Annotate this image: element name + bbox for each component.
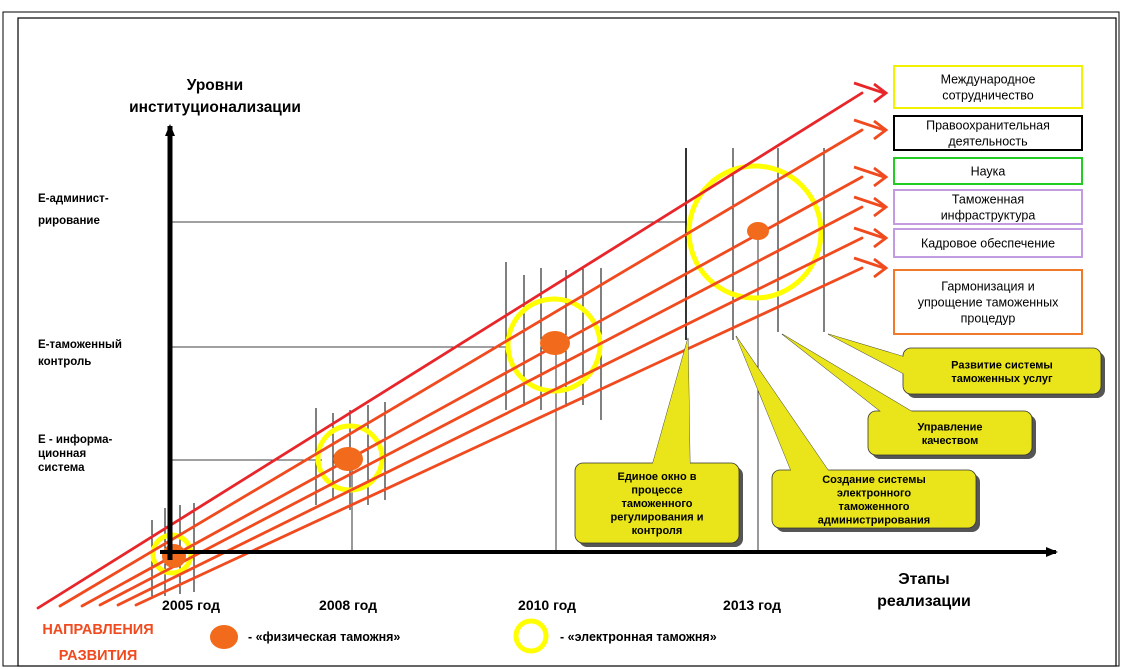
direction-box: Правоохранительная деятельность	[893, 115, 1083, 151]
callout-line: процессе	[631, 485, 682, 497]
direction-box: Наука	[893, 157, 1083, 185]
level-label-line: контроль	[38, 356, 91, 368]
inner-frame	[17, 17, 1117, 667]
callout-line: регулирования и	[611, 512, 704, 524]
callout-line: качеством	[922, 435, 979, 447]
y-axis-title-line2: институционализации	[129, 99, 301, 116]
level-label-line: рирование	[38, 215, 100, 227]
direction-box: Международное сотрудничество	[893, 65, 1083, 109]
callout-line: Единое окно в	[617, 471, 696, 483]
callout: Управление качеством	[781, 333, 1036, 459]
callout-line: таможенного	[621, 498, 692, 510]
level-label-e-customs-control: E-таможенный контроль	[38, 339, 122, 368]
legend: - «физическая таможня» - «электронная та…	[210, 618, 717, 654]
callout-line: Создание системы	[822, 474, 926, 486]
callout-line: Управление	[917, 421, 982, 433]
legend-dot-icon	[210, 625, 238, 649]
direction-box: Гармонизация и упрощение таможенных процед…	[893, 269, 1083, 335]
dot-2008	[333, 447, 363, 471]
direction-arrow	[80, 165, 889, 608]
direction-arrow	[98, 195, 889, 607]
direction-arrow	[36, 81, 889, 610]
stage-label-2013: 2013 год	[723, 597, 781, 613]
directions-title-line1: НАПРАВЛЕНИЯ	[42, 622, 153, 638]
level-label-line: система	[38, 462, 85, 474]
y-axis-title-line1: Уровни	[187, 77, 243, 94]
directions-title-line2: РАЗВИТИЯ	[59, 648, 138, 664]
direction-box-line: Кадровое обеспечение	[921, 237, 1055, 251]
level-label-line: E-админист-	[38, 193, 109, 205]
direction-arrow	[58, 118, 889, 608]
direction-arrow	[134, 256, 889, 607]
direction-box-line: инфраструктура	[941, 209, 1036, 223]
direction-arrow	[116, 226, 889, 607]
direction-boxes: Международное сотрудничество Правоохраните…	[893, 65, 1083, 335]
direction-box-line: упрощение таможенных	[918, 296, 1059, 310]
direction-arrows	[36, 81, 889, 610]
level-guide-lines	[170, 221, 759, 552]
dot-2013	[747, 222, 769, 240]
direction-box-line: Гармонизация и	[941, 280, 1034, 294]
stage-label-2005: 2005 год	[162, 597, 220, 613]
callouts: Единое окно впроцессетаможенногорегулиро…	[574, 333, 1105, 547]
level-label-line: E - информа-	[38, 434, 112, 446]
dot-2010	[540, 331, 570, 355]
callout-line: таможенных услуг	[951, 373, 1053, 385]
legend-physical-label: - «физическая таможня»	[248, 630, 400, 644]
callout-line: контроля	[632, 525, 683, 537]
level-label-line: E-таможенный	[38, 339, 122, 351]
callout-line: электронного	[837, 487, 912, 499]
direction-box-line: деятельность	[948, 135, 1027, 149]
x-axis-title-line1: Этапы	[898, 571, 949, 588]
level-label-line: ционная	[38, 448, 86, 460]
callout-line: таможенного	[838, 501, 909, 513]
direction-box-line: Правоохранительная	[926, 119, 1050, 133]
direction-box-line: Таможенная	[952, 193, 1024, 207]
stage-label-2008: 2008 год	[319, 597, 377, 613]
callout: Развитие системы таможенных услуг	[827, 333, 1105, 398]
callout-line: Развитие системы	[951, 359, 1053, 371]
dot-2005	[162, 544, 186, 568]
direction-box-line: Наука	[971, 165, 1006, 179]
direction-box-line: сотрудничество	[942, 89, 1034, 103]
legend-ring-icon	[513, 618, 549, 654]
legend-electronic-label: - «электронная таможня»	[560, 630, 717, 644]
level-label-e-information-system: E - информа- ционная система	[38, 434, 112, 474]
direction-box: Кадровое обеспечение	[893, 228, 1083, 258]
x-axis-title-line2: реализации	[877, 593, 971, 610]
direction-box-line: процедур	[961, 312, 1016, 326]
direction-box: Таможенная инфраструктура	[893, 189, 1083, 225]
level-label-e-administration: E-админист- рирование	[38, 193, 109, 227]
callout-line: администрирования	[818, 514, 930, 526]
stage-label-2010: 2010 год	[518, 597, 576, 613]
direction-box-line: Международное	[941, 73, 1036, 87]
